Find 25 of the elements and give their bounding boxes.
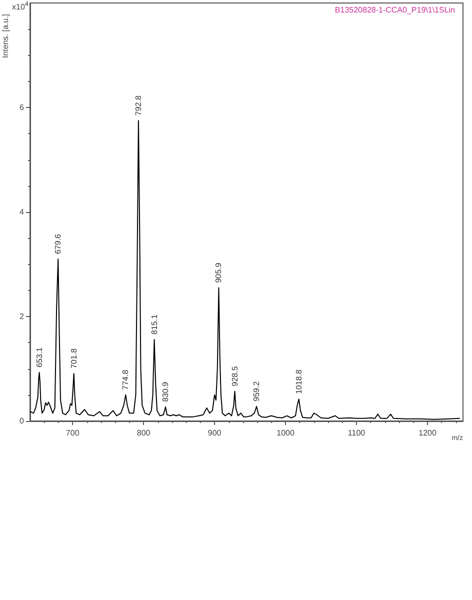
text: x10$^{4}$ bbox=[12, 1, 29, 12]
y-tick-label: 4 bbox=[20, 208, 25, 216]
annotation: 905.9 bbox=[214, 262, 224, 283]
y-tick-label: 0 bbox=[20, 416, 25, 426]
annotation: 679.6 bbox=[54, 233, 63, 254]
annotation: 774.8 bbox=[121, 369, 130, 390]
line-series bbox=[30, 120, 460, 420]
annotation: 959.2 bbox=[252, 380, 262, 402]
annotation: 815.1 bbox=[150, 314, 159, 334]
x-tick-label: 700 bbox=[66, 428, 80, 438]
y-axis-title: Intens. [a.u.] bbox=[1, 14, 10, 58]
annotation: 792.8 bbox=[134, 94, 143, 116]
annotation: 701.8 bbox=[69, 348, 78, 368]
annotation: 653.1 bbox=[34, 346, 44, 368]
x-tick-label: 800 bbox=[136, 428, 151, 438]
y-tick-label: 2 bbox=[20, 312, 25, 321]
chart-subtitle: B13520828-1-CCA0_P19\1\1SLin bbox=[334, 6, 456, 14]
annotation: 830.9 bbox=[161, 381, 170, 402]
y-tick-label: 6 bbox=[20, 103, 25, 112]
x-tick-label: 1200 bbox=[418, 428, 437, 438]
annotation: 1018.8 bbox=[294, 369, 304, 394]
x-tick-label: 900 bbox=[208, 428, 222, 438]
annotation: 928.5 bbox=[230, 366, 240, 386]
x-tick-label: 1100 bbox=[348, 428, 366, 438]
x-tick-label: 1000 bbox=[276, 428, 295, 438]
